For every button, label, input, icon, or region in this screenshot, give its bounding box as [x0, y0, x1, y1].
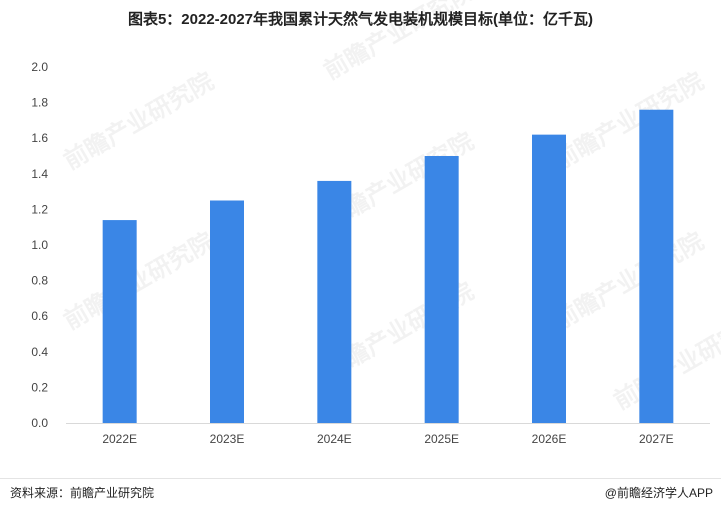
- y-tick-label: 2.0: [31, 60, 48, 74]
- y-tick-label: 0.4: [31, 345, 48, 359]
- y-tick-label: 1.6: [31, 131, 48, 145]
- bars-group: [102, 109, 674, 423]
- x-axis: 2022E 2023E 2024E 2025E 2026E 2027E: [102, 432, 673, 446]
- x-tick-label: 2027E: [639, 432, 674, 446]
- y-tick-label: 1.8: [31, 96, 48, 110]
- watermark-layer: 前瞻产业研究院前瞻产业研究院前瞻产业研究院前瞻产业研究院前瞻产业研究院前瞻产业研…: [59, 0, 721, 415]
- x-tick-label: 2023E: [210, 432, 245, 446]
- bar-2025E: [424, 156, 459, 423]
- bar-2023E: [210, 200, 244, 423]
- brand-credit: @前瞻经济学人APP: [604, 486, 713, 500]
- y-tick-label: 0.8: [31, 274, 48, 288]
- bar-2022E: [102, 220, 137, 423]
- source-note: 资料来源：前瞻产业研究院: [10, 486, 155, 500]
- bar-2027E: [639, 109, 674, 423]
- bar-2026E: [532, 134, 566, 423]
- y-axis: 0.0 0.2 0.4 0.6 0.8 1.0 1.2 1.4 1.6 1.8 2.0: [31, 60, 48, 430]
- y-tick-label: 1.0: [31, 238, 48, 252]
- footer: 资料来源：前瞻产业研究院 @前瞻经济学人APP: [0, 484, 721, 504]
- bar-2024E: [317, 180, 352, 423]
- watermark-text: 前瞻产业研究院: [59, 227, 218, 335]
- x-tick-label: 2025E: [424, 432, 459, 446]
- watermark-text: 前瞻产业研究院: [549, 227, 708, 335]
- y-tick-label: 0.6: [31, 309, 48, 323]
- x-tick-label: 2026E: [532, 432, 567, 446]
- watermark-text: 前瞻产业研究院: [59, 67, 218, 175]
- watermark-text: 前瞻产业研究院: [549, 67, 708, 175]
- y-tick-label: 1.2: [31, 202, 48, 216]
- chart-title: 图表5：2022-2027年我国累计天然气发电装机规模目标(单位：亿千瓦): [127, 11, 594, 28]
- y-tick-label: 0.2: [31, 380, 48, 394]
- x-tick-label: 2022E: [102, 432, 137, 446]
- watermark-text: 前瞻产业研究院: [319, 0, 478, 85]
- y-tick-label: 1.4: [31, 167, 48, 181]
- y-tick-label: 0.0: [31, 416, 48, 430]
- x-tick-label: 2024E: [317, 432, 352, 446]
- footer-divider: [0, 478, 721, 479]
